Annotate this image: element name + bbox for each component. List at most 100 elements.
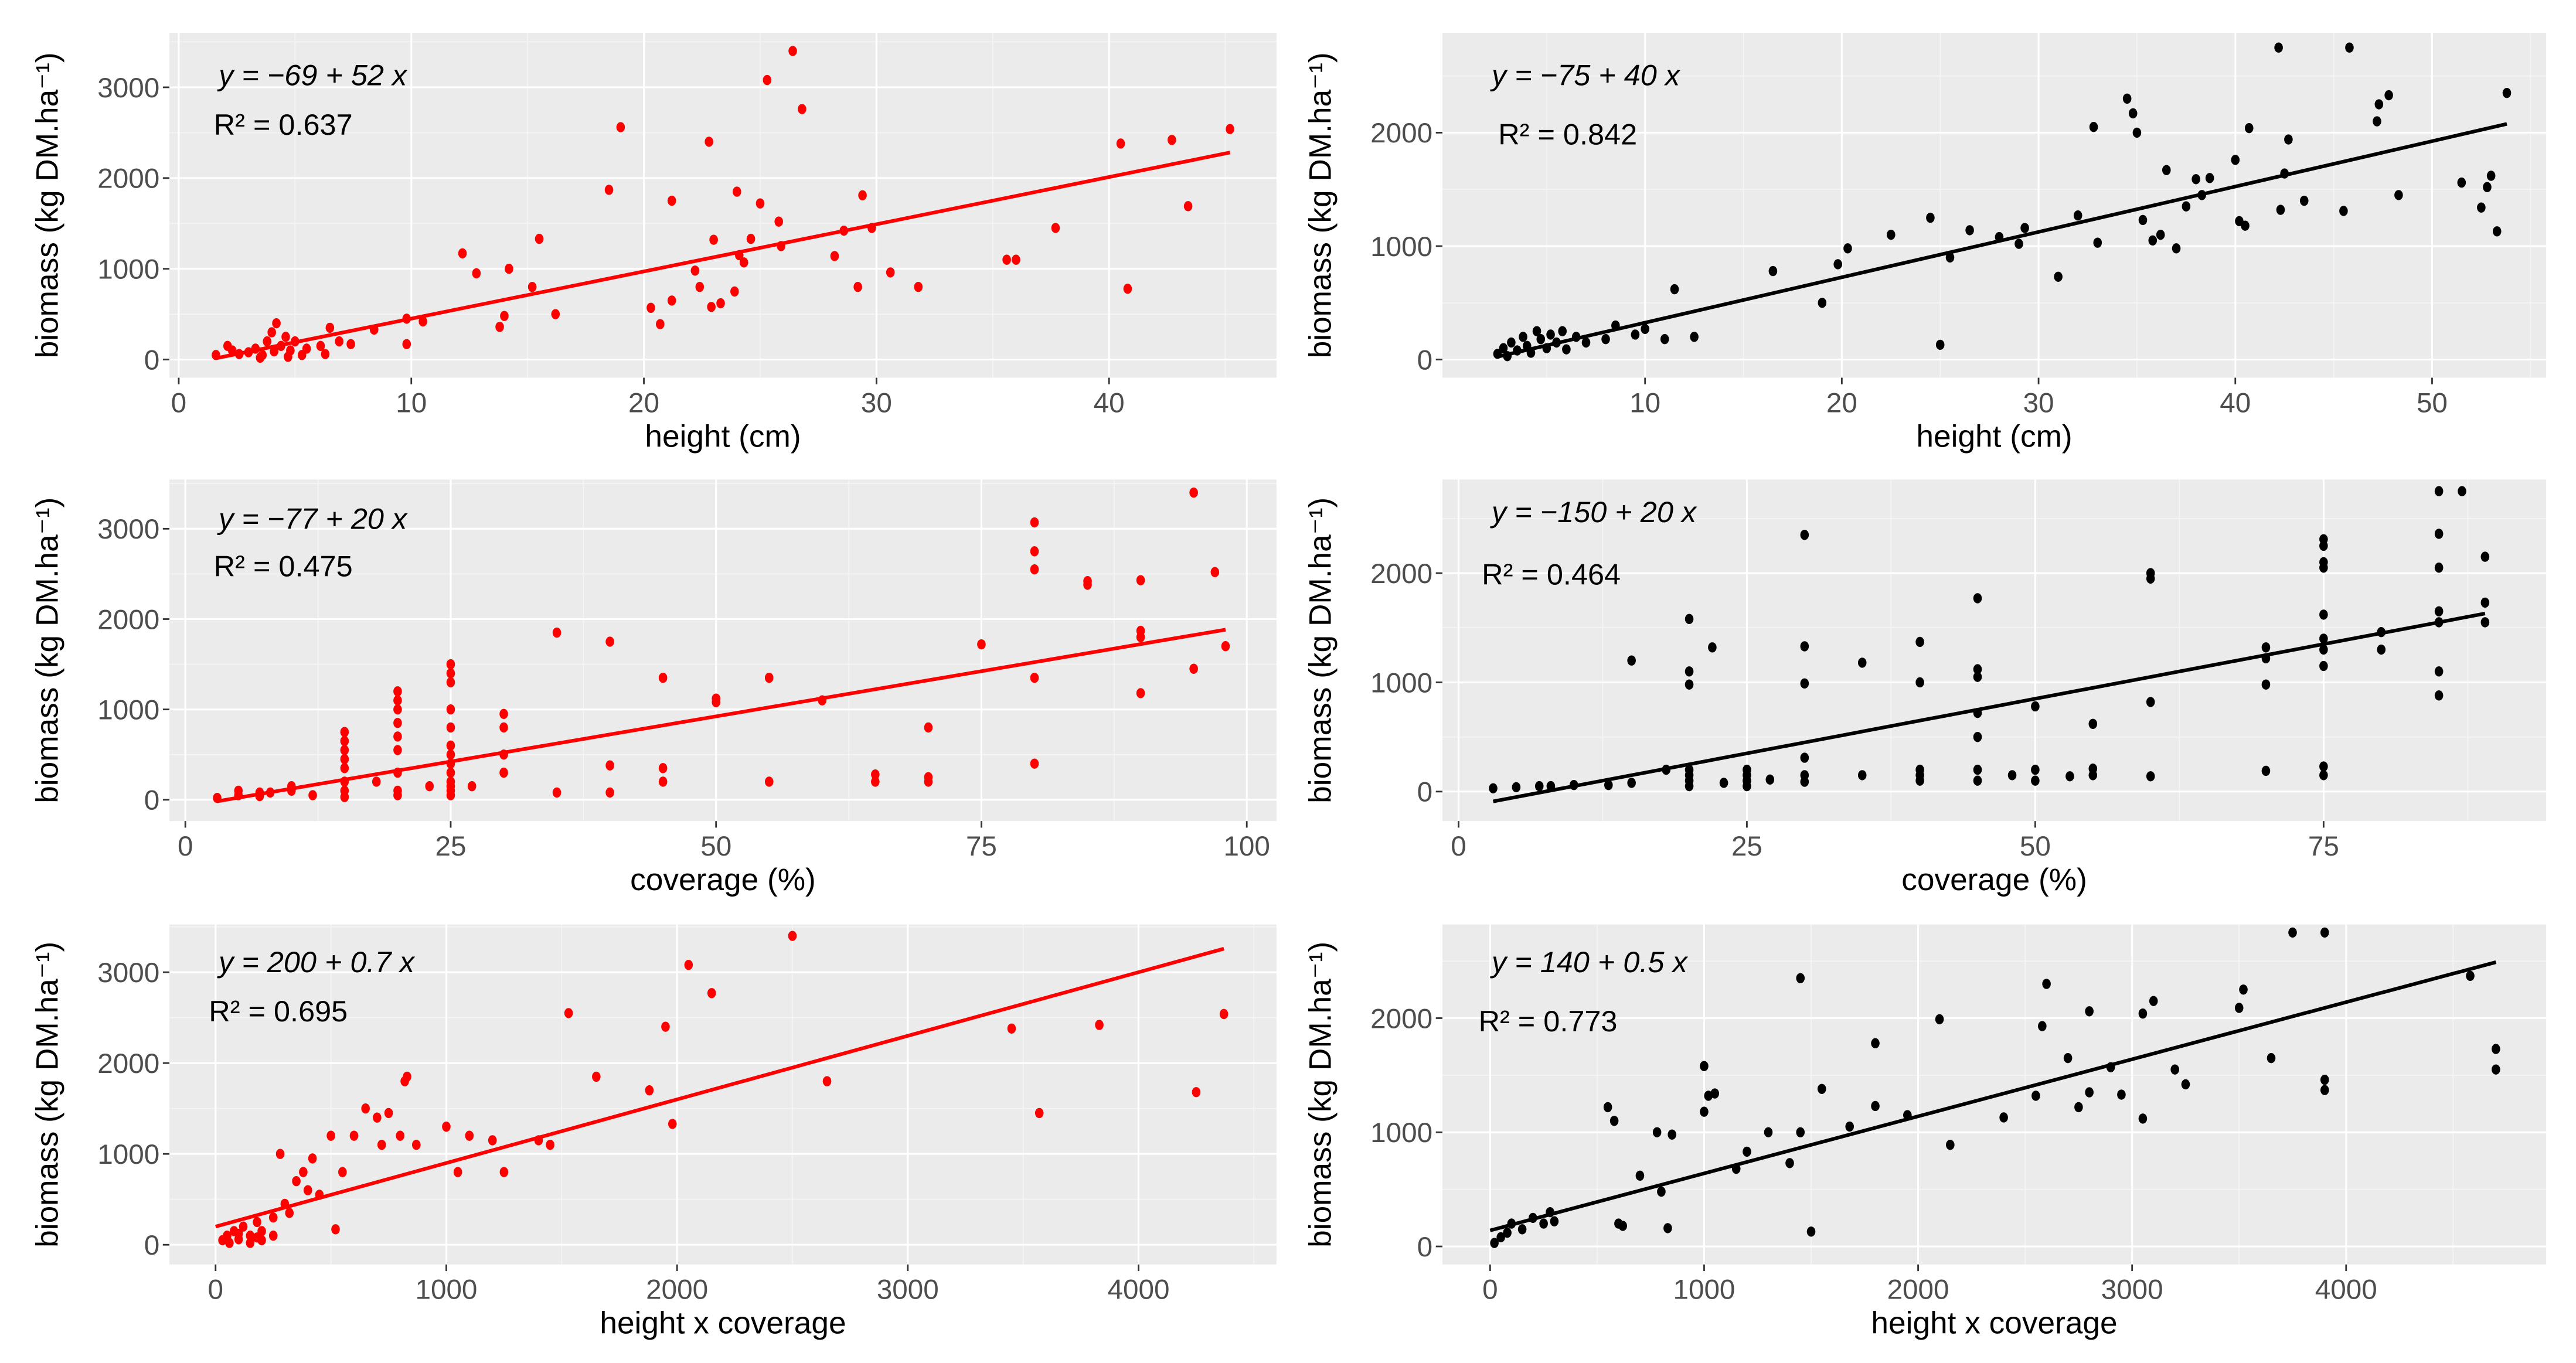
data-point	[446, 659, 455, 670]
data-point	[393, 731, 402, 742]
x-tick-label: 40	[2220, 387, 2251, 418]
data-point	[1818, 298, 1827, 308]
data-point	[2231, 155, 2240, 165]
data-point	[798, 104, 807, 114]
data-point	[1710, 1088, 1719, 1099]
regression-equation: y = −150 + 20 x	[1490, 495, 1697, 529]
y-tick-label: 2000	[1370, 1003, 1432, 1034]
data-point	[2477, 202, 2486, 213]
y-tick-label: 1000	[1370, 667, 1432, 698]
data-point	[668, 1119, 677, 1129]
y-axis-title: biomass (kg DM.ha⁻¹)	[30, 942, 64, 1248]
data-point	[2319, 633, 2328, 644]
data-point	[763, 74, 772, 86]
data-point	[2434, 563, 2444, 573]
data-point	[1935, 1014, 1944, 1025]
x-tick-label: 0	[178, 831, 193, 862]
data-point	[2434, 690, 2444, 701]
data-point	[1168, 135, 1176, 145]
data-point	[695, 281, 705, 292]
data-point	[2020, 223, 2029, 233]
y-tick-label: 0	[144, 785, 159, 816]
data-point	[552, 627, 562, 638]
data-point	[253, 1217, 261, 1228]
data-point	[272, 318, 281, 329]
data-point	[499, 1167, 509, 1177]
r-squared-label: R² = 0.475	[214, 550, 353, 583]
data-point	[646, 302, 655, 313]
data-point	[2492, 1044, 2500, 1054]
data-point	[2241, 220, 2250, 231]
data-point	[340, 754, 349, 765]
data-point	[774, 216, 783, 227]
data-point	[340, 763, 349, 773]
data-point	[1719, 778, 1728, 788]
scatter-panel-5: 0 1000 2000 3000 4000 0 1000 2000 3000 y = 200 + …	[30, 924, 1277, 1341]
r-squared-label: R² = 0.842	[1498, 118, 1637, 151]
y-tick-label: 2000	[1370, 558, 1432, 590]
data-point	[658, 763, 668, 773]
data-point	[285, 1208, 294, 1218]
scatter-panel-1: 0 10 20 30 40 0 1000 2000 3000 y = −69 + 52 x R² =…	[30, 33, 1277, 454]
y-tick-label: 3000	[97, 957, 159, 989]
x-tick-label: 2000	[1887, 1275, 1949, 1306]
data-point	[2373, 116, 2381, 127]
data-point	[281, 332, 290, 342]
data-point	[1631, 329, 1640, 340]
scatter-panel-2: 10 20 30 40 50 0 1000 2000 y = −75 + 40 x R² = 0.…	[1303, 33, 2547, 454]
data-point	[442, 1121, 451, 1132]
x-tick-label: 4000	[2315, 1275, 2377, 1306]
data-point	[1663, 1223, 1672, 1233]
data-point	[1973, 764, 1982, 775]
data-point	[2132, 127, 2142, 138]
data-point	[830, 251, 839, 261]
data-point	[499, 722, 508, 733]
data-point	[2089, 122, 2098, 132]
data-point	[1189, 487, 1198, 498]
x-tick-label: 4000	[1107, 1275, 1169, 1306]
data-point	[690, 265, 700, 276]
data-point	[756, 198, 765, 209]
data-point	[303, 1185, 312, 1195]
data-point	[505, 264, 513, 274]
data-point	[1189, 663, 1198, 674]
data-point	[1800, 530, 1809, 540]
panel-background	[169, 924, 1277, 1265]
data-point	[605, 760, 614, 771]
data-point	[739, 257, 748, 268]
data-point	[2492, 1064, 2500, 1075]
x-tick-label: 25	[1731, 831, 1762, 862]
data-point	[239, 1221, 248, 1232]
data-point	[2054, 271, 2063, 282]
data-point	[2088, 718, 2098, 729]
data-point	[403, 1071, 411, 1082]
data-point	[764, 673, 774, 683]
x-axis-title: coverage (%)	[1901, 863, 2087, 897]
data-point	[1800, 770, 1809, 781]
data-point	[667, 295, 676, 306]
data-point	[1833, 259, 1842, 270]
x-axis-title: height x coverage	[1871, 1306, 2117, 1341]
x-tick-label: 30	[861, 387, 892, 418]
data-point	[528, 281, 537, 292]
x-tick-label: 20	[1826, 387, 1857, 418]
data-point	[1973, 775, 1982, 786]
data-point	[1641, 323, 1649, 334]
data-point	[1965, 225, 1974, 236]
data-point	[2205, 173, 2214, 183]
data-point	[1496, 1232, 1505, 1243]
data-point	[2458, 486, 2466, 496]
x-tick-label: 75	[966, 831, 997, 862]
data-point	[1652, 1127, 1662, 1137]
data-point	[393, 695, 402, 706]
data-point	[822, 1076, 832, 1086]
data-point	[1668, 1129, 1676, 1140]
data-point	[2234, 1003, 2244, 1013]
data-point	[2239, 984, 2248, 995]
data-point	[268, 1231, 278, 1241]
r-squared-label: R² = 0.773	[1479, 1004, 1618, 1038]
x-tick-label: 50	[2020, 831, 2051, 862]
data-point	[349, 1130, 359, 1141]
data-point	[308, 1153, 317, 1164]
